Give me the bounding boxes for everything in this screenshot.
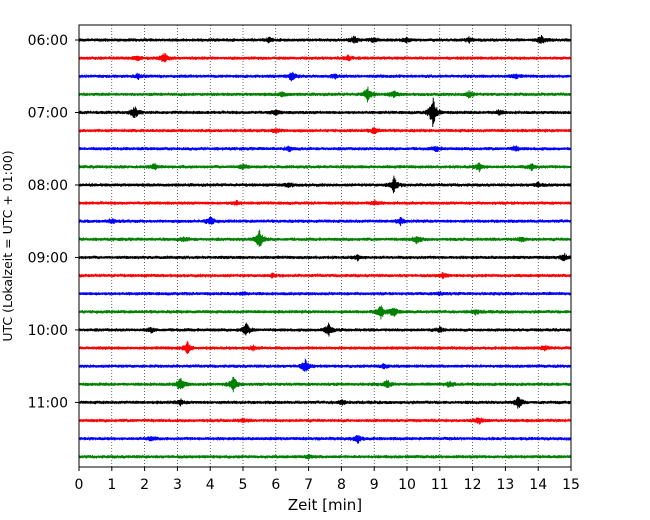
seismogram-trace [78,290,572,297]
seismogram-trace [78,376,572,393]
y-axis: 06:00 07:00 08:00 09:00 10:00 11:00 [28,33,79,411]
seismogram-trace [78,52,572,63]
seismogram-trace [78,71,572,82]
seismogram-trace [78,340,572,355]
seismogram-trace [78,417,572,425]
x-tick-label: 9 [370,477,379,493]
seismogram-trace [78,272,572,280]
seismogram-trace [78,126,572,135]
seismogram-trace [78,86,572,103]
y-tick-label: 09:00 [28,250,68,266]
seismogram-trace [78,229,572,247]
y-tick-label: 08:00 [28,178,68,194]
seismogram-trace [78,396,572,409]
y-tick-label: 10:00 [28,323,68,339]
x-tick-label: 15 [562,477,580,493]
plot-frame [78,24,572,468]
x-tick-label: 14 [529,477,547,493]
y-axis-label: UTC (Lokalzeit = UTC + 01:00) [0,150,15,341]
x-tick-label: 11 [431,477,449,493]
x-tick-label: 12 [464,477,482,493]
seismogram-trace [78,175,572,194]
x-tick-label: 3 [173,477,182,493]
seismogram-trace [78,435,572,444]
y-tick-label: 07:00 [28,105,68,121]
x-tick-label: 1 [107,477,116,493]
x-tick-label: 6 [271,477,280,493]
x-axis-label: Zeit [min] [288,496,362,514]
seismogram-trace [78,162,572,173]
seismogram-trace [78,454,572,460]
seismogram-trace [78,216,572,227]
x-tick-label: 0 [75,477,84,493]
seismogram-trace [78,97,572,127]
x-tick-label: 7 [304,477,313,493]
seismogram-trace [78,305,572,320]
x-tick-label: 4 [206,477,215,493]
seismogram-trace [78,145,572,153]
x-tick-label: 8 [337,477,346,493]
x-tick-label: 5 [239,477,248,493]
y-tick-label: 06:00 [28,33,68,49]
seismogram-trace [78,35,572,44]
x-tick-label: 10 [398,477,416,493]
x-tick-label: 2 [140,477,149,493]
x-tick-label: 13 [496,477,514,493]
seismogram-trace [78,322,572,337]
seismogram-trace [78,252,572,262]
y-tick-label: 11:00 [28,395,68,411]
seismogram-trace [78,358,572,372]
seismogram-trace [78,199,572,206]
x-axis: 0 1 2 3 4 5 6 7 8 9 10 11 12 13 14 15 [75,467,580,493]
seismogram-traces [78,35,572,460]
